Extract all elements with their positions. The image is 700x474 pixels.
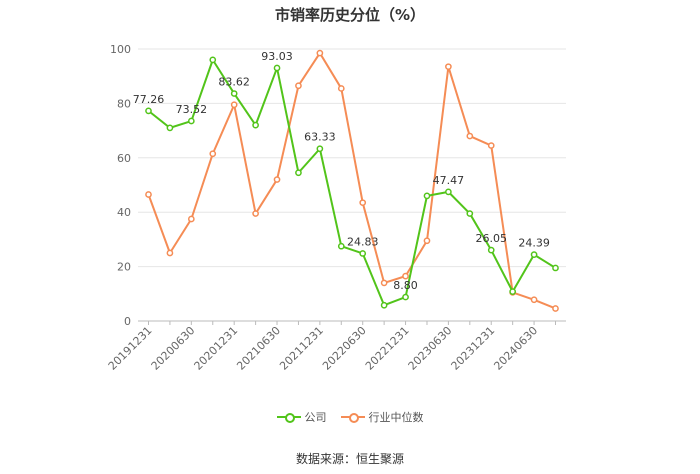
data-point[interactable] [359,250,367,257]
data-label: 73.52 [176,103,208,116]
data-label: 26.05 [475,232,507,245]
legend-marker-company [276,412,301,423]
y-tick-label: 0 [124,315,131,328]
data-point[interactable] [487,246,495,254]
data-label: 24.83 [347,235,379,248]
legend-item-company[interactable]: 公司 [276,409,327,425]
data-point[interactable] [423,192,431,200]
data-point[interactable] [166,249,174,257]
chart-title: 市销率历史分位（%） [274,6,426,24]
data-point[interactable] [337,242,345,250]
data-point[interactable] [530,296,538,304]
legend-label-company: 公司 [304,411,327,424]
data-labels: 77.26 73.52 83.62 93.03 63.33 24.83 8.80 47.47 2… [133,50,550,292]
data-point[interactable] [316,145,324,153]
legend-marker-industry-median [340,412,365,423]
series-line-0 [147,58,557,307]
data-point[interactable] [145,191,152,198]
data-point[interactable] [466,210,474,217]
data-source: 数据来源：恒生聚源 [295,452,404,466]
y-tick-label: 20 [117,261,131,274]
x-tick-label: 20240630 [491,324,540,373]
data-label: 83.62 [218,76,250,89]
data-label: 47.47 [433,174,465,187]
series-layer [145,49,559,312]
y-tick-label: 80 [117,97,131,110]
series-line-1 [147,52,556,310]
data-point[interactable] [445,63,452,71]
data-point[interactable] [380,279,388,287]
line-chart: 0204060801002019123120200630202012312021… [106,43,566,373]
data-point[interactable] [252,121,259,129]
data-point[interactable] [187,215,195,223]
data-point[interactable] [187,117,195,125]
data-label: 24.39 [518,237,550,250]
x-tick-label: 20221231 [363,324,412,373]
data-point[interactable] [359,199,367,207]
data-point[interactable] [230,90,238,97]
data-point[interactable] [295,82,302,90]
legend-label-industry-median: 行业中位数 [368,411,424,424]
data-label: 77.26 [133,93,165,106]
data-point[interactable] [166,124,174,132]
data-label: 8.80 [393,279,418,292]
data-point[interactable] [209,150,217,158]
data-label: 93.03 [261,50,293,63]
legend: 公司 行业中位数 [0,409,700,425]
data-point[interactable] [530,251,538,259]
grid [138,48,566,268]
y-tick-label: 60 [117,152,131,165]
data-point[interactable] [402,272,409,280]
data-point[interactable] [552,264,559,272]
data-point[interactable] [509,288,517,295]
x-tick-label: 20200630 [149,324,198,373]
axes: 0204060801002019123120200630202012312021… [106,43,566,373]
data-label: 63.33 [304,131,336,144]
data-point[interactable] [273,176,281,183]
x-tick-label: 20191231 [106,324,155,373]
data-point[interactable] [487,142,495,149]
y-tick-label: 40 [117,206,131,219]
data-point[interactable] [145,107,152,115]
data-point[interactable] [552,305,559,312]
x-tick-label: 20201231 [192,324,241,373]
x-tick-label: 20211231 [277,324,326,373]
legend-item-industry-median[interactable]: 行业中位数 [340,409,424,425]
data-point[interactable] [423,237,431,245]
data-point[interactable] [295,169,302,177]
data-point[interactable] [466,132,474,140]
data-point[interactable] [402,293,409,301]
data-point[interactable] [252,210,259,217]
data-point[interactable] [273,64,281,72]
data-point[interactable] [380,301,388,309]
data-point[interactable] [445,188,452,196]
data-point[interactable] [337,85,345,92]
data-point[interactable] [209,56,217,64]
x-tick-label: 20210630 [234,324,283,373]
data-point[interactable] [230,101,238,109]
y-tick-label: 100 [110,43,131,56]
x-tick-label: 20220630 [320,324,369,373]
x-tick-label: 20231231 [449,324,498,373]
x-tick-label: 20230630 [406,324,455,373]
data-point[interactable] [316,49,324,57]
